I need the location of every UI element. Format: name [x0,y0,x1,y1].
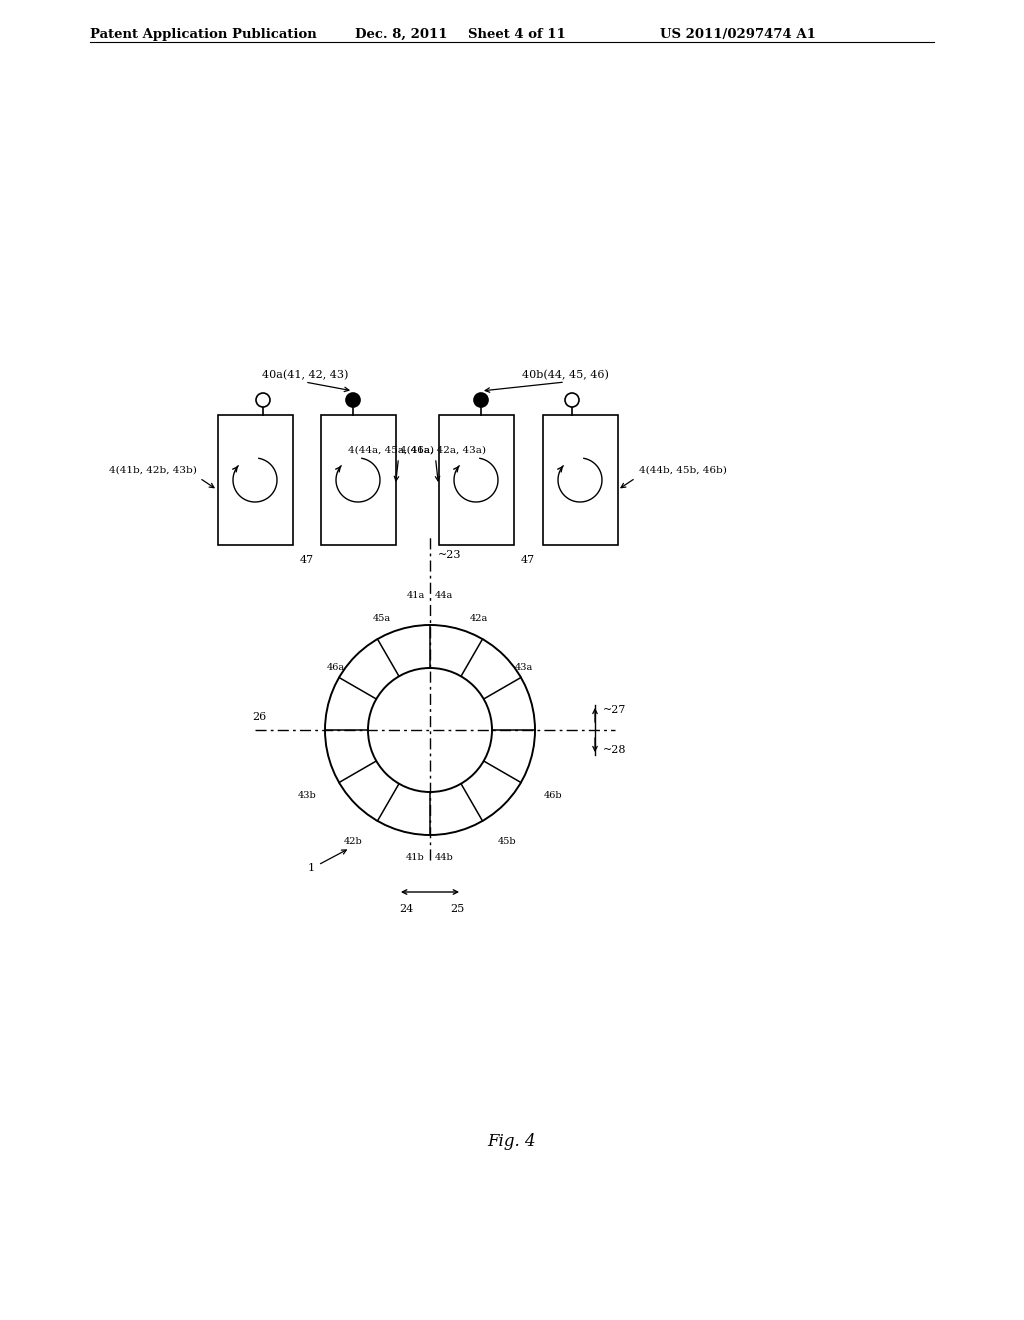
Text: 24: 24 [399,904,413,913]
Circle shape [565,393,579,407]
Text: 41b: 41b [407,854,425,862]
Text: 47: 47 [521,554,536,565]
Text: 4(41a, 42a, 43a): 4(41a, 42a, 43a) [400,446,486,454]
Circle shape [346,393,360,407]
Text: 44a: 44a [435,591,454,601]
Text: ~27: ~27 [603,705,627,715]
Text: Fig. 4: Fig. 4 [487,1134,537,1151]
Text: 40b(44, 45, 46): 40b(44, 45, 46) [521,370,608,380]
Text: 26: 26 [252,711,266,722]
Text: 40a(41, 42, 43): 40a(41, 42, 43) [262,370,348,380]
Bar [217,414,293,545]
Text: 47: 47 [299,554,313,565]
Text: 25: 25 [450,904,464,913]
Text: 45a: 45a [373,614,390,623]
Text: 1: 1 [308,863,315,873]
Bar [321,414,395,545]
Text: 46a: 46a [327,663,345,672]
Text: 44b: 44b [435,854,454,862]
Text: 45b: 45b [498,837,516,846]
Text: 4(41b, 42b, 43b): 4(41b, 42b, 43b) [109,466,197,474]
Circle shape [256,393,270,407]
Text: US 2011/0297474 A1: US 2011/0297474 A1 [660,28,816,41]
Text: ~28: ~28 [603,744,627,755]
Text: Dec. 8, 2011: Dec. 8, 2011 [355,28,447,41]
Bar [543,414,617,545]
Text: 46b: 46b [544,791,562,800]
Text: 4(44a, 45a, 46a): 4(44a, 45a, 46a) [347,446,433,454]
Text: Patent Application Publication: Patent Application Publication [90,28,316,41]
Bar [438,414,513,545]
Text: 41a: 41a [407,591,425,601]
Text: 43a: 43a [515,663,534,672]
Text: ~23: ~23 [438,550,462,560]
Text: 43b: 43b [298,791,316,800]
Text: 42b: 42b [344,837,362,846]
Circle shape [474,393,488,407]
Text: Sheet 4 of 11: Sheet 4 of 11 [468,28,565,41]
Text: 42a: 42a [469,614,487,623]
Text: 4(44b, 45b, 46b): 4(44b, 45b, 46b) [639,466,726,474]
